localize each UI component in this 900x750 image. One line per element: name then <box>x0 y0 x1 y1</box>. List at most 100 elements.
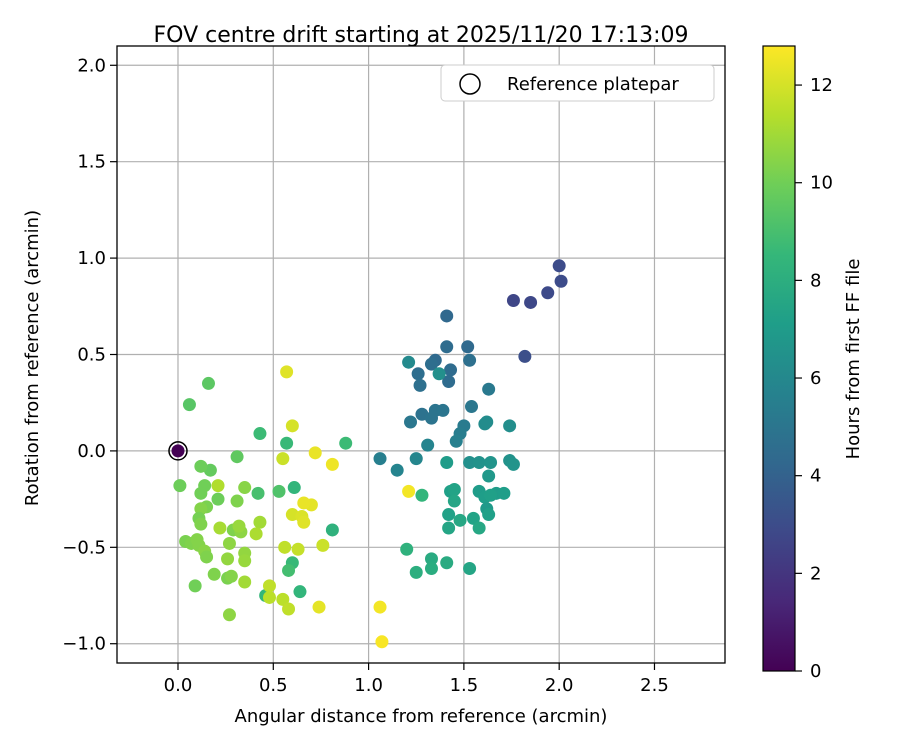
scatter-point <box>194 517 208 531</box>
scatter-point <box>222 536 236 550</box>
reference-point <box>171 444 185 458</box>
scatter-point <box>466 511 480 525</box>
y-axis-ticks: −1.0 −0.5 0.0 0.5 1.0 1.5 2.0 <box>62 55 117 655</box>
scatter-point <box>272 484 286 498</box>
scatter-point <box>497 486 511 500</box>
scatter-point <box>249 527 263 541</box>
scatter-point <box>432 367 446 381</box>
scatter-point <box>447 494 461 508</box>
scatter-point <box>524 295 538 309</box>
scatter-point <box>373 452 387 466</box>
scatter-point <box>194 459 208 473</box>
scatter-point <box>424 562 438 576</box>
scatter-point <box>442 374 456 388</box>
scatter-point <box>293 585 307 599</box>
scatter-point <box>461 340 475 354</box>
scatter-point <box>409 565 423 579</box>
scatter-point <box>276 452 290 466</box>
scatter-point <box>404 415 418 429</box>
legend: Reference platepar <box>440 64 715 102</box>
scatter-point <box>506 294 520 308</box>
scatter-point <box>211 479 225 493</box>
scatter-point <box>482 469 496 483</box>
scatter-point <box>188 579 202 593</box>
scatter-point <box>506 457 520 471</box>
scatter-point <box>253 515 267 529</box>
scatter-point <box>400 542 414 556</box>
scatter-point <box>325 457 339 471</box>
y-tick-label: 1.5 <box>77 152 106 173</box>
x-tick-label: 2.5 <box>640 675 669 696</box>
scatter-point <box>554 274 568 288</box>
colorbar-gradient <box>762 45 796 672</box>
scatter-point <box>211 492 225 506</box>
scatter-point <box>262 590 276 604</box>
scatter-point <box>285 419 299 433</box>
scatter-point <box>213 521 227 535</box>
scatter-point <box>484 488 498 502</box>
data-points <box>171 259 568 649</box>
scatter-point <box>297 515 311 529</box>
scatter-point <box>541 286 555 300</box>
scatter-point <box>207 567 221 581</box>
scatter-point <box>472 521 486 535</box>
scatter-point <box>291 542 305 556</box>
scatter-point <box>373 600 387 614</box>
scatter-point <box>221 552 235 566</box>
scatter-point <box>230 494 244 508</box>
scatter-point <box>480 415 494 429</box>
scatter-point <box>308 446 322 460</box>
x-tick-label: 1.5 <box>450 675 479 696</box>
y-tick-label: 2.0 <box>77 55 106 76</box>
chart-title: FOV centre drift starting at 2025/11/20 … <box>154 23 689 48</box>
scatter-point <box>463 353 477 367</box>
scatter-point <box>440 340 454 354</box>
scatter-point <box>440 309 454 323</box>
x-axis-label: Angular distance from reference (arcmin) <box>235 706 608 727</box>
scatter-point <box>482 508 496 522</box>
colorbar-tick-label: 4 <box>810 466 821 487</box>
scatter-point <box>424 411 438 425</box>
colorbar-ticks: 0 2 4 6 8 10 12 <box>795 75 833 682</box>
colorbar-label: Hours from first FF file <box>843 259 864 460</box>
scatter-point <box>482 382 496 396</box>
scatter-point <box>424 552 438 566</box>
scatter-point <box>415 488 429 502</box>
colorbar: 0 2 4 6 8 10 12 Hours from first FF file <box>762 45 864 682</box>
legend-box <box>440 64 715 102</box>
scatter-point <box>276 592 290 606</box>
scatter-point <box>200 550 214 564</box>
scatter-point <box>316 538 330 552</box>
scatter-point <box>280 365 294 379</box>
scatter-point <box>449 434 463 448</box>
y-tick-label: 1.0 <box>77 248 106 269</box>
scatter-point <box>224 569 238 583</box>
scatter-point <box>390 463 404 477</box>
scatter-point <box>238 575 252 589</box>
scatter-point <box>465 400 479 414</box>
scatter-point <box>440 556 454 570</box>
y-axis-label: Rotation from reference (arcmin) <box>22 210 43 506</box>
colorbar-tick-label: 6 <box>810 368 821 389</box>
scatter-point <box>453 513 467 527</box>
y-tick-label: −1.0 <box>62 634 106 655</box>
scatter-point <box>339 436 353 450</box>
scatter-point <box>484 455 498 469</box>
scatter-point <box>424 357 438 371</box>
colorbar-tick-label: 2 <box>810 563 821 584</box>
y-tick-label: 0.5 <box>77 345 106 366</box>
scatter-point <box>222 608 236 622</box>
scatter-point <box>282 602 296 616</box>
scatter-point <box>402 355 416 369</box>
colorbar-tick-label: 8 <box>810 270 821 291</box>
scatter-point <box>411 367 425 381</box>
scatter-point <box>552 259 566 273</box>
scatter-point <box>375 635 389 649</box>
scatter-point <box>518 349 532 363</box>
scatter-point <box>232 519 246 533</box>
scatter-point <box>278 540 292 554</box>
scatter-point <box>251 486 265 500</box>
scatter-point <box>402 484 416 498</box>
scatter-point <box>312 600 326 614</box>
reference-marker <box>168 441 188 461</box>
